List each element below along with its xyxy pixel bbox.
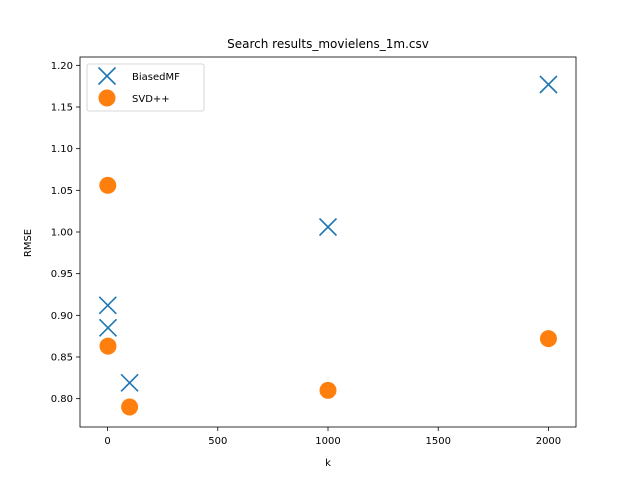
legend-marker-biasedmf: [97, 66, 117, 86]
y-tick-label: 0.80: [51, 394, 73, 405]
chart-title: Search results_movielens_1m.csv: [227, 37, 429, 51]
x-tick-label: 0: [104, 436, 110, 447]
y-tick-label: 1.00: [51, 228, 73, 239]
y-tick-label: 0.95: [51, 269, 73, 280]
legend-box: [86, 63, 205, 112]
svd-point: [539, 330, 557, 348]
svd-point: [99, 176, 117, 194]
plot-marks: [98, 75, 558, 416]
biasedmf-point: [98, 296, 117, 315]
svd-point: [319, 381, 337, 399]
x-tick-label: 1500: [425, 436, 450, 447]
x-axis-label: k: [325, 458, 331, 469]
legend-marker-svd: [98, 89, 116, 107]
y-tick-label: 0.90: [51, 311, 73, 322]
y-axis: 0.80 0.85 0.90 0.95 1.00 1.05 1.10 1.15 1.20: [51, 61, 80, 405]
y-axis-label: RMSE: [23, 229, 34, 257]
x-tick-label: 2000: [536, 436, 561, 447]
y-tick-label: 1.20: [51, 61, 73, 72]
legend-label: BiasedMF: [132, 72, 180, 83]
y-tick-label: 0.85: [51, 353, 73, 364]
biasedmf-point: [539, 75, 558, 94]
svd-point: [121, 398, 139, 416]
x-tick-label: 500: [208, 436, 227, 447]
x-tick-label: 1000: [315, 436, 340, 447]
biasedmf-point: [318, 217, 338, 237]
biasedmf-point: [120, 373, 139, 392]
biasedmf-point: [98, 318, 118, 337]
plot-frame: [79, 56, 577, 428]
legend: BiasedMF SVD++: [86, 63, 205, 112]
x-axis: 0 500 1000 1500 2000: [104, 427, 561, 447]
svd-point: [99, 337, 117, 355]
y-tick-label: 1.10: [51, 144, 73, 155]
legend-label: SVD++: [132, 94, 170, 105]
y-tick-label: 1.15: [51, 103, 73, 114]
y-tick-label: 1.05: [51, 186, 73, 197]
